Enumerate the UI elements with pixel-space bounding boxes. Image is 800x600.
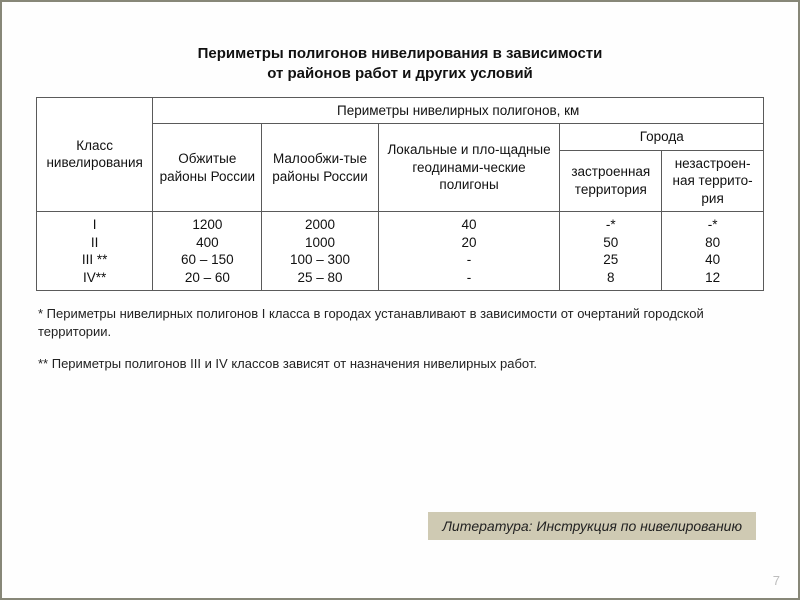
cell-built: -*50258 xyxy=(560,212,662,291)
reference-box: Литература: Инструкция по нивелированию xyxy=(428,512,756,540)
slide-title: Периметры полигонов нивелирования в зави… xyxy=(36,44,764,85)
header-local: Локальные и пло-щадные геодинами-ческие … xyxy=(378,124,560,212)
title-line-2: от районов работ и других условий xyxy=(267,65,533,82)
header-inhabited: Обжитые районы России xyxy=(153,124,262,212)
header-sparse: Малообжи-тые районы России xyxy=(262,124,378,212)
page-number: 7 xyxy=(773,573,780,588)
slide-frame: Периметры полигонов нивелирования в зави… xyxy=(0,0,800,600)
header-cities: Города xyxy=(560,124,764,151)
footnote-1: * Периметры нивелирных полигонов I класс… xyxy=(38,305,762,340)
cell-sparse: 20001000100 – 30025 – 80 xyxy=(262,212,378,291)
cell-inhabited: 120040060 – 15020 – 60 xyxy=(153,212,262,291)
cell-local: 4020-- xyxy=(378,212,560,291)
header-built: застроенная территория xyxy=(560,150,662,212)
header-unbuilt: незастроен-ная террито-рия xyxy=(662,150,764,212)
header-class: Класс нивелирования xyxy=(37,97,153,212)
cell-class: IIIIII **IV** xyxy=(37,212,153,291)
cell-unbuilt: -*804012 xyxy=(662,212,764,291)
header-super: Периметры нивелирных полигонов, км xyxy=(153,97,764,124)
title-line-1: Периметры полигонов нивелирования в зави… xyxy=(198,45,603,62)
footnote-2: ** Периметры полигонов III и IV классов … xyxy=(38,355,762,373)
leveling-table: Класс нивелирования Периметры нивелирных… xyxy=(36,97,764,292)
